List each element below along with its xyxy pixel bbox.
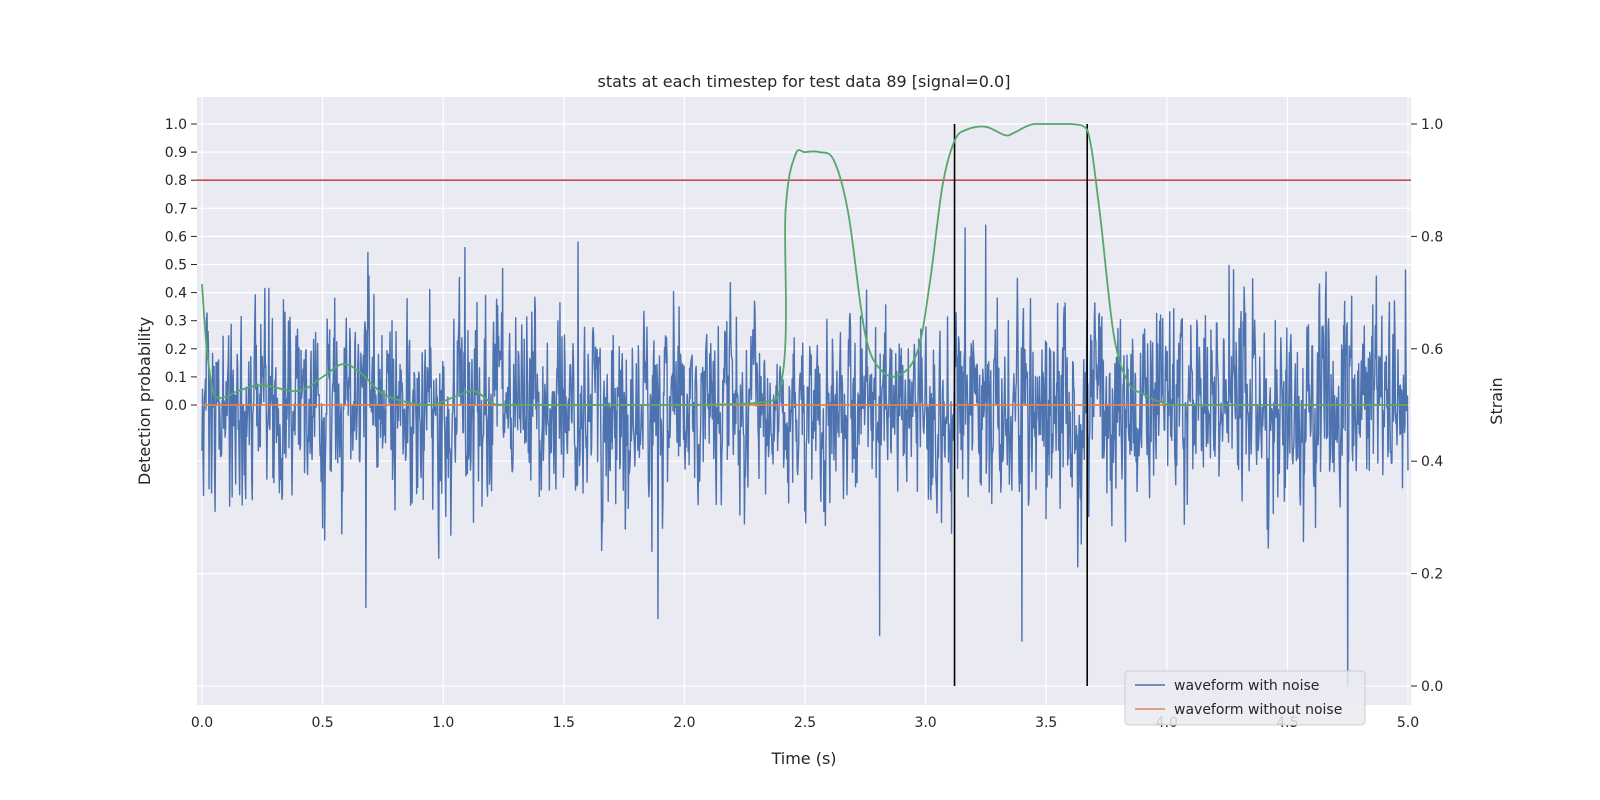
- y-tick-label-right: 1.0: [1421, 117, 1443, 133]
- x-tick-label: 0.0: [191, 715, 213, 731]
- y-tick-label-left: 0.0: [165, 398, 187, 414]
- x-tick-label: 3.0: [914, 715, 936, 731]
- legend-label-waveform-without-noise: waveform without noise: [1174, 702, 1342, 718]
- legend: waveform with noise waveform without noi…: [1124, 670, 1366, 726]
- y-tick-label-right: 0.4: [1421, 454, 1443, 470]
- x-tick-label: 2.0: [673, 715, 695, 731]
- line-waveform-with-noise: [201, 224, 1409, 687]
- x-tick-label: 1.0: [432, 715, 454, 731]
- legend-box: [1124, 670, 1366, 726]
- y-tick-label-left: 0.9: [165, 145, 187, 161]
- x-tick-label: 0.5: [311, 715, 333, 731]
- line-detection-probability: [201, 123, 1408, 406]
- y-tick-label-left: 0.1: [165, 370, 187, 386]
- y-tick-label-left: 0.2: [165, 342, 187, 358]
- y-axis-label-right: Strain: [1487, 377, 1506, 424]
- overlays: [197, 124, 1411, 686]
- y-tick-label-left: 0.7: [165, 201, 187, 217]
- y-tick-label-left: 0.4: [165, 286, 187, 302]
- y-tick-label-right: 0.8: [1421, 229, 1443, 245]
- y-tick-label-left: 1.0: [165, 117, 187, 133]
- y-tick-label-right: 0.2: [1421, 567, 1443, 583]
- x-tick-label: 3.5: [1035, 715, 1057, 731]
- series-waveform-with-noise: [201, 224, 1409, 687]
- y-tick-label-right: 0.6: [1421, 342, 1443, 358]
- y-tick-label-left: 0.8: [165, 173, 187, 189]
- x-tick-label: 5.0: [1397, 715, 1419, 731]
- x-tick-label: 2.5: [794, 715, 816, 731]
- chart-title: stats at each timestep for test data 89 …: [598, 72, 1011, 91]
- series-detection-probability: [201, 123, 1408, 406]
- y-axis-label-left: Detection probability: [135, 317, 154, 485]
- y-tick-label-right: 0.0: [1421, 679, 1443, 695]
- y-tick-label-left: 0.5: [165, 258, 187, 274]
- y-tick-label-left: 0.3: [165, 314, 187, 330]
- y-tick-label-left: 0.6: [165, 229, 187, 245]
- legend-label-waveform-with-noise: waveform with noise: [1174, 678, 1319, 694]
- x-tick-label: 1.5: [553, 715, 575, 731]
- x-axis-label: Time (s): [770, 749, 836, 768]
